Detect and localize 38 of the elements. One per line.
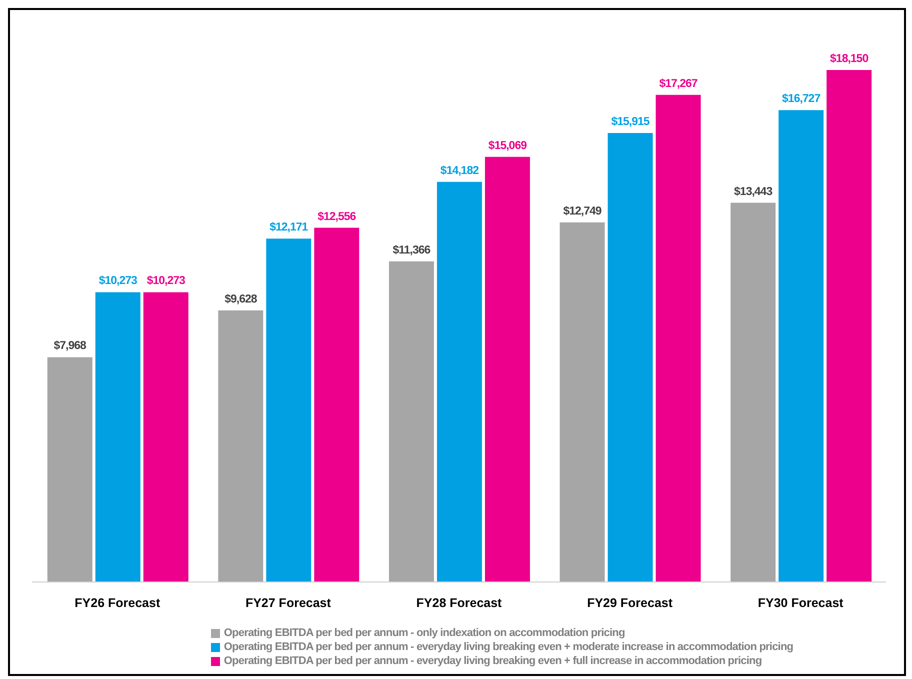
legend-label: Operating EBITDA per bed per annum - everyday living breaking even + full increase in accommodation pricing (224, 655, 762, 667)
data-label: $16,727 (782, 93, 820, 106)
data-label: $15,915 (611, 116, 650, 128)
data-label: $13,443 (734, 186, 772, 198)
bar (47, 357, 92, 582)
bar (560, 222, 605, 582)
bar (388, 261, 434, 582)
bar (826, 70, 872, 582)
data-label: $15,069 (488, 140, 527, 152)
bar (484, 156, 530, 582)
x-tick-label: FY26 Forecast (74, 596, 161, 610)
bar (95, 292, 140, 582)
bar (314, 228, 360, 582)
legend-label: Operating EBITDA per bed per annum - only indexation on accommodation pricing (224, 627, 625, 639)
x-tick-label: FY27 Forecast (245, 596, 332, 610)
data-label: $12,749 (563, 205, 602, 218)
data-label: $9,628 (224, 293, 258, 306)
data-label: $18,150 (830, 53, 868, 65)
data-label: $12,556 (318, 210, 356, 223)
data-label: $11,366 (392, 244, 430, 256)
x-tick-label: FY30 Forecast (758, 596, 844, 610)
bar (436, 182, 482, 582)
data-label: $12,171 (270, 222, 309, 234)
x-tick-label: FY28 Forecast (416, 596, 503, 610)
bar (218, 310, 264, 582)
bar (656, 94, 701, 582)
data-label: $7,968 (54, 340, 88, 352)
x-tick-label: FY29 Forecast (587, 596, 674, 610)
data-label: $17,267 (659, 78, 698, 90)
bar (143, 292, 188, 582)
data-label: $10,273 (98, 275, 138, 288)
bar (778, 110, 824, 582)
data-label: $14,182 (440, 164, 479, 177)
legend-label: Operating EBITDA per bed per annum - everyday living breaking even + moderate increase in accommodation pricing (224, 641, 794, 653)
bar (266, 238, 312, 582)
bar (608, 133, 653, 582)
data-label: $10,273 (146, 275, 186, 288)
bar (730, 202, 776, 582)
